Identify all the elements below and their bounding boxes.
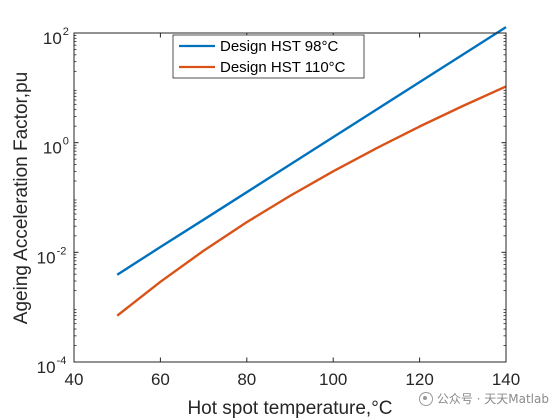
x-tick-label-0: 40	[65, 370, 84, 389]
plot-frame	[73, 32, 507, 363]
series-layer	[116, 26, 507, 317]
legend: Design HST 98°C Design HST 110°C	[172, 34, 365, 79]
y-tick-label-base-3: 10	[43, 29, 62, 48]
y-axis-label: Ageing Acceleration Factor,pu	[11, 72, 32, 324]
x-axis-label: Hot spot temperature,°C	[187, 398, 392, 419]
y-tick-label-base-2: 10	[43, 139, 62, 158]
x-tick-label-4: 120	[405, 370, 433, 389]
y-tick-label-exp-0: -4	[57, 355, 67, 367]
y-tick-label-base-0: 10	[37, 358, 56, 377]
plot-area	[74, 33, 506, 362]
x-tick-label-3: 100	[319, 370, 347, 389]
wechat-icon	[418, 391, 433, 406]
legend-label-0: Design HST 98°C	[220, 38, 338, 55]
x-tick-label-5: 140	[492, 370, 520, 389]
y-tick-label-exp-1: -2	[57, 245, 67, 257]
x-tick-label-1: 60	[151, 370, 170, 389]
x-tick-label-2: 80	[237, 370, 256, 389]
y-tick-label-base-1: 10	[37, 248, 56, 267]
series-line-1	[116, 85, 507, 317]
y-tick-label-exp-3: 2	[63, 26, 69, 38]
watermark-text: 公众号 · 天天Matlab	[436, 392, 549, 406]
series-line-0	[116, 26, 507, 276]
legend-label-1: Design HST 110°C	[220, 59, 346, 76]
y-tick-label-exp-2: 0	[63, 136, 69, 148]
watermark: 公众号 · 天天Matlab	[415, 389, 552, 408]
legend-box	[172, 34, 365, 79]
